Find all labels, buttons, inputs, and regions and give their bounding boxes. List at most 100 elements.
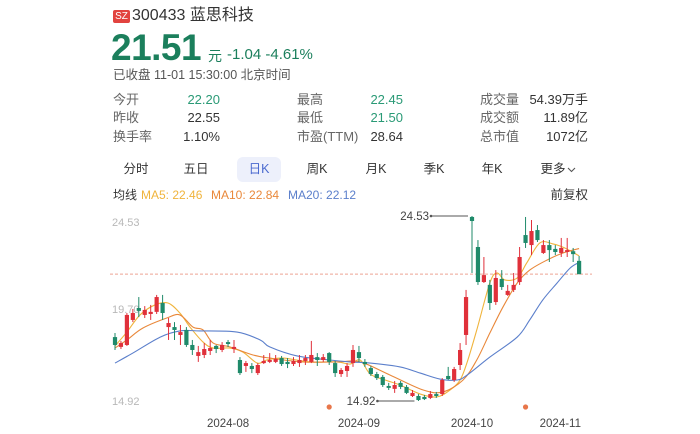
- ma10-line: [114, 248, 580, 394]
- candle-up: [291, 357, 296, 366]
- candle-down: [523, 216, 528, 248]
- candle-body: [321, 357, 326, 360]
- candle-up: [196, 345, 201, 362]
- stat-label-open: 今开: [113, 92, 140, 107]
- candle-up: [261, 354, 266, 365]
- candle-body: [291, 360, 296, 365]
- min-price-label: 14.92: [347, 396, 376, 408]
- candle-down: [553, 245, 558, 256]
- candle-body: [249, 365, 254, 370]
- candle-body: [571, 251, 576, 255]
- candle-up: [309, 340, 314, 364]
- tab-monthly-k[interactable]: 月K: [365, 162, 387, 176]
- candle-body: [374, 374, 379, 379]
- candle-up: [428, 390, 433, 400]
- candle-up: [321, 354, 326, 362]
- candle-down: [416, 394, 421, 401]
- candle-body: [469, 216, 475, 222]
- candle-up: [118, 340, 124, 350]
- candle-body: [297, 359, 302, 364]
- candle-body: [350, 349, 356, 364]
- x-tick-label: 2024-11: [540, 418, 581, 430]
- candle-down: [434, 391, 439, 398]
- candle-body: [285, 361, 290, 365]
- candle-body: [339, 370, 344, 375]
- candle-down: [398, 380, 403, 390]
- candle-body: [505, 290, 510, 295]
- candle-down: [404, 385, 409, 395]
- price-adjust-selector[interactable]: 前复权: [550, 188, 588, 202]
- candle-up: [339, 368, 344, 377]
- candle-down: [446, 366, 451, 381]
- extreme-annotations: 24.53 14.92: [347, 211, 468, 408]
- ma10-legend: MA10: 22.84: [211, 188, 280, 202]
- ma-legend-label: 均线: [113, 188, 138, 202]
- candle-down: [380, 375, 385, 387]
- candle-down: [279, 355, 284, 366]
- tab-five-day[interactable]: 五日: [183, 162, 209, 176]
- candle-down: [225, 339, 231, 347]
- candle-down: [356, 345, 362, 362]
- candle-up: [166, 318, 171, 340]
- candle-body: [279, 358, 284, 365]
- candle-down: [214, 344, 219, 354]
- candle-body: [553, 248, 558, 252]
- candle-body: [220, 344, 225, 350]
- candle-up: [481, 257, 486, 283]
- candle-down: [386, 382, 391, 391]
- tab-more[interactable]: 更多: [533, 157, 583, 182]
- candle-up: [148, 304, 153, 320]
- candle-down: [315, 353, 320, 366]
- candle-up: [130, 308, 135, 323]
- candle-up: [463, 289, 469, 345]
- candle-up: [458, 343, 463, 370]
- candle-up: [243, 360, 248, 372]
- candle-up: [344, 363, 350, 377]
- stat-label-turnover: 成交额: [480, 110, 520, 125]
- candle-body: [112, 337, 118, 345]
- stat-label-turnover-rate: 换手率: [113, 129, 153, 144]
- stat-value-market-cap: 1072亿: [546, 129, 588, 144]
- candle-body: [481, 275, 486, 283]
- candle-up: [410, 390, 415, 397]
- max-pointer-dot: [429, 214, 433, 218]
- candle-body: [172, 327, 177, 330]
- candle-body: [202, 349, 207, 355]
- candle-body: [577, 260, 582, 275]
- candle-body: [434, 394, 439, 396]
- candle-body: [440, 380, 445, 395]
- candle-up: [452, 366, 457, 382]
- candle-body: [475, 246, 481, 283]
- tab-intraday[interactable]: 分时: [123, 162, 149, 176]
- candle-body: [136, 308, 141, 311]
- stat-value-open: 22.20: [187, 92, 220, 107]
- stat-value-prev-close: 22.55: [187, 110, 220, 125]
- candle-body: [559, 247, 564, 253]
- candle-body: [523, 235, 528, 243]
- candle-down: [285, 358, 290, 369]
- tab-yearly-k[interactable]: 年K: [481, 162, 503, 176]
- candle-down: [475, 240, 481, 285]
- candle-body: [386, 385, 391, 388]
- candle-body: [178, 332, 183, 335]
- candle-body: [428, 394, 433, 398]
- candle-body: [130, 313, 135, 320]
- x-tick-label: 2024-10: [451, 418, 493, 430]
- candle-body: [214, 345, 219, 350]
- candle-body: [410, 392, 415, 396]
- candle-up: [124, 313, 129, 346]
- tab-daily-k[interactable]: 日K: [237, 157, 281, 182]
- candle-body: [458, 349, 463, 365]
- candle-down: [469, 216, 475, 273]
- candle-body: [315, 357, 320, 360]
- stat-label-volume: 成交量: [480, 92, 520, 107]
- tab-weekly-k[interactable]: 周K: [306, 162, 328, 176]
- candle-up: [178, 324, 183, 345]
- exchange-badge: SZ: [113, 10, 130, 23]
- candle-up: [565, 237, 570, 258]
- y-axis-labels: 24.53 19.70 14.92: [112, 217, 140, 408]
- candle-body: [356, 352, 362, 359]
- tab-quarterly-k[interactable]: 季K: [423, 162, 445, 176]
- candle-down: [237, 357, 243, 376]
